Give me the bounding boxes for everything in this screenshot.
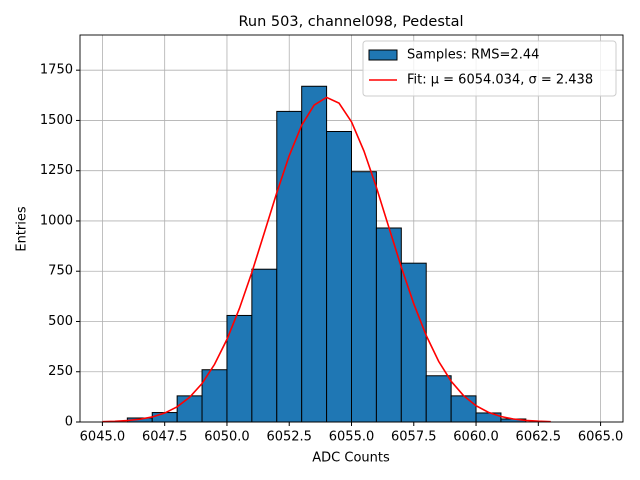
histogram-bar [276,110,303,423]
x-tick-label: 6057.5 [391,430,437,445]
x-tick-label: 6045.0 [80,430,126,445]
legend-swatch [368,49,398,61]
y-tick-label: 500 [48,314,73,329]
x-tick-label: 6060.0 [453,430,499,445]
y-tick-label: 1500 [40,113,73,128]
x-tick-label: 6065.0 [578,430,624,445]
legend-label: Fit: μ = 6054.034, σ = 2.438 [407,73,593,88]
x-tick-label: 6047.5 [142,430,188,445]
x-tick-label: 6050.0 [204,430,250,445]
histogram-bar [475,412,502,423]
histogram-bar [450,395,477,423]
y-tick-label: 1000 [40,213,73,228]
histogram-bar [151,412,178,423]
legend-box [362,40,617,97]
histogram-bar [176,395,203,423]
y-tick-label: 750 [48,264,73,279]
y-tick-label: 1750 [40,63,73,78]
y-tick-label: 0 [65,415,73,430]
fit-line [102,96,551,423]
y-tick-label: 1250 [40,163,73,178]
x-tick-label: 6052.5 [266,430,312,445]
x-tick-label: 6062.5 [516,430,562,445]
y-axis-label: Entries [15,206,30,252]
x-tick-label: 6055.0 [329,430,375,445]
histogram-bar [251,268,278,423]
histogram-bar [425,375,452,423]
histogram-bar [400,262,427,423]
histogram-bar [326,130,352,423]
histogram-bar [351,171,377,423]
x-axis-label: ADC Counts [312,451,390,466]
legend-label: Samples: RMS=2.44 [407,48,539,63]
histogram-bar [301,85,328,423]
chart-title: Run 503, channel098, Pedestal [238,14,463,30]
y-tick-label: 250 [48,364,73,379]
